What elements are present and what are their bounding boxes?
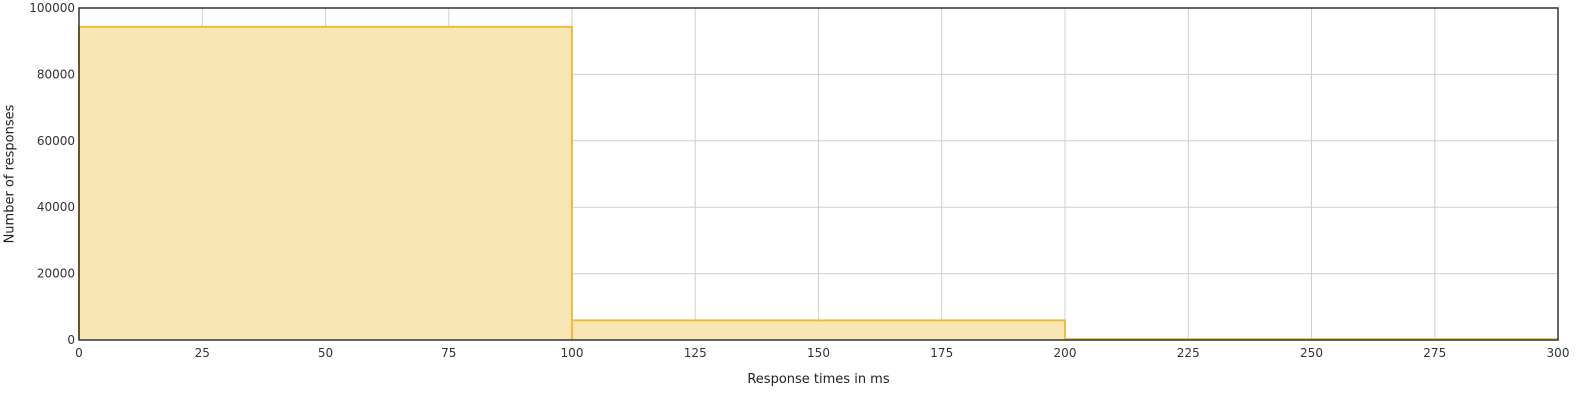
y-tick-label: 100000 bbox=[29, 1, 75, 15]
y-axis-title: Number of responses bbox=[3, 104, 18, 243]
y-tick-label: 20000 bbox=[37, 267, 75, 281]
x-tick-label: 0 bbox=[75, 346, 83, 360]
x-tick-label: 25 bbox=[195, 346, 210, 360]
histogram-bar-1 bbox=[572, 320, 1065, 340]
x-tick-label: 300 bbox=[1547, 346, 1570, 360]
x-tick-label: 150 bbox=[807, 346, 830, 360]
x-tick-label: 125 bbox=[684, 346, 707, 360]
x-tick-label: 200 bbox=[1054, 346, 1077, 360]
histogram-bar-outline-1 bbox=[571, 319, 1066, 340]
x-tick-label: 225 bbox=[1177, 346, 1200, 360]
y-tick-label: 40000 bbox=[37, 200, 75, 214]
plot-border bbox=[78, 7, 1559, 341]
x-tick-label: 250 bbox=[1300, 346, 1323, 360]
y-tick-label: 0 bbox=[67, 333, 75, 347]
plot-frame bbox=[78, 7, 1559, 341]
y-axis-ticks: 0 20000 40000 60000 80000 100000 bbox=[29, 1, 75, 347]
x-tick-label: 275 bbox=[1423, 346, 1446, 360]
x-tick-label: 50 bbox=[318, 346, 333, 360]
y-tick-label: 80000 bbox=[37, 67, 75, 81]
x-tick-label: 175 bbox=[930, 346, 953, 360]
x-tick-label: 100 bbox=[561, 346, 584, 360]
x-tick-label: 75 bbox=[441, 346, 456, 360]
histogram-bar-0 bbox=[79, 26, 572, 340]
x-axis-ticks: 0 25 50 75 100 125 150 175 200 225 250 275 300 bbox=[75, 346, 1569, 360]
y-tick-label: 60000 bbox=[37, 134, 75, 148]
x-axis-title: Response times in ms bbox=[747, 372, 889, 387]
